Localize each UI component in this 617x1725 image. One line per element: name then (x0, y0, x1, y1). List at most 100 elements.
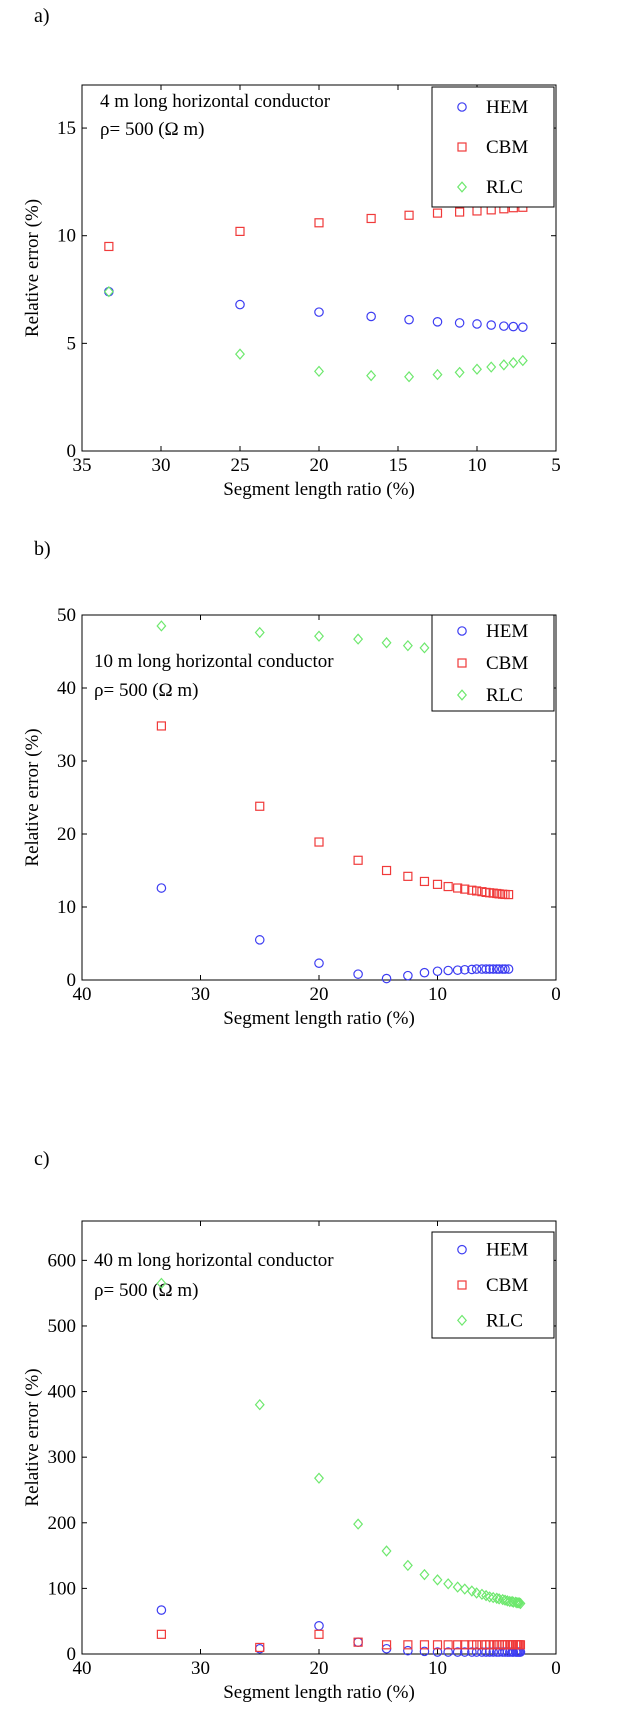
panel-b-legend-hem-marker (457, 626, 467, 636)
panel-a-cbm-point (432, 208, 443, 218)
panel-c-rlc-point (402, 1559, 413, 1572)
panel-c-rlc-point (156, 1277, 167, 1290)
panel-b-cbm-point (381, 865, 392, 876)
panel-c-cbm-point (255, 1642, 265, 1653)
panel-a-hem-point (508, 321, 519, 332)
panel-c-cbm-point (353, 1637, 363, 1647)
panel-c-legend-rlc-marker (457, 1314, 467, 1327)
panel-a-hem-point (454, 318, 465, 328)
panel-a-x-tick-label: 5 (551, 455, 561, 476)
panel-a-rlc-point (103, 285, 114, 298)
panel-b-x-tick-label: 0 (551, 984, 561, 1005)
panel-c-y-tick-label: 200 (48, 1513, 77, 1534)
panel-b-hem-point (488, 964, 498, 974)
panel-c-legend-cbm-label: CBM (486, 1275, 528, 1296)
panel-b-legend-rlc-label: RLC (486, 685, 523, 706)
panel-b-rlc-point (254, 626, 265, 639)
panel-b-y-tick-label: 20 (57, 824, 76, 845)
panel-b-hem-point (432, 966, 443, 977)
panel-a-y-axis-title: Relative error (%) (22, 199, 43, 337)
panel-c-y-tick-label: 400 (48, 1382, 77, 1403)
panel-a-hem-point (314, 307, 324, 317)
panel-c-rlc-point (314, 1472, 324, 1484)
panel-a-y-tick-label: 15 (57, 118, 76, 139)
panel-a-rlc-point (454, 366, 465, 379)
panel-b-hem-point (500, 964, 510, 974)
panel-a-legend-hem-label: HEM (486, 97, 528, 118)
panel-b-cbm-point (443, 881, 453, 892)
panel-b-cbm-point (453, 883, 463, 893)
panel-c-rlc-point (511, 1597, 522, 1609)
panel-b-cbm-point (255, 801, 265, 811)
panel-c-hem-point (452, 1647, 463, 1657)
panel-c-hem-point (156, 1605, 167, 1615)
panel-a-x-tick-label: 15 (389, 455, 408, 476)
panel-a-rlc-point (432, 368, 443, 381)
panel-c-rlc-point (353, 1518, 364, 1530)
panel-c-y-tick-label: 0 (67, 1644, 77, 1665)
panel-b-cbm-point (403, 871, 413, 881)
panel-a-cbm-point (404, 210, 414, 220)
panel-b-legend-rlc-marker (457, 689, 467, 701)
panel-a-hem-point (486, 320, 497, 330)
panel-c-y-tick-label: 600 (48, 1250, 77, 1271)
panel-a-annotation: ρ= 500 (Ω m) (100, 119, 205, 140)
panel-c-y-tick-label: 500 (48, 1316, 77, 1337)
panel-a-x-tick-label: 20 (310, 455, 329, 476)
panel-a-cbm-point (472, 206, 482, 216)
panel-b-y-tick-label: 40 (57, 678, 76, 699)
panel-c-x-tick-label: 10 (428, 1658, 447, 1679)
panel-c-hem-point (432, 1647, 443, 1657)
panel-b-hem-point (452, 965, 463, 975)
panel-b-x-tick-label: 40 (73, 984, 92, 1005)
panel-b-hem-point (467, 964, 477, 975)
panel-a-legend-box (431, 86, 555, 208)
panel-c-rlc-point (471, 1587, 482, 1599)
panel-a-hem-point (499, 321, 509, 331)
panel-a-hem-point (404, 314, 414, 325)
panel-c-rlc-point (459, 1583, 470, 1595)
panel-c-annotation: ρ= 500 (Ω m) (94, 1280, 199, 1301)
chart-panel-b: 40 30 20 10 0 0 10 20 30 40 50 Segment length ratio… (22, 605, 561, 1029)
panel-a-rlc-point (508, 357, 519, 369)
panel-b-rlc-point (353, 633, 364, 645)
panel-c-legend-cbm-marker (457, 1280, 467, 1290)
panel-b-rlc-point (314, 630, 324, 642)
panel-a-legend-rlc-label: RLC (486, 177, 523, 198)
panel-b-label: b) (34, 538, 51, 560)
panel-a-x-axis-title: Segment length ratio (%) (223, 479, 415, 500)
panel-c-rlc-point (491, 1592, 502, 1604)
panel-c-rlc-point (443, 1578, 454, 1590)
panel-b-rlc-point (156, 620, 167, 632)
panel-c-rlc-point (481, 1589, 492, 1602)
panel-b-legend-cbm-marker (457, 658, 467, 668)
panel-b-cbm-point (467, 885, 477, 895)
panel-b-hem-point (353, 969, 363, 979)
panel-c-x-axis-title: Segment length ratio (%) (223, 1682, 415, 1703)
panel-b-rlc-point (419, 642, 430, 654)
panel-b-annotation: 10 m long horizontal conductor (94, 651, 334, 672)
panel-c-x-tick-label: 40 (73, 1658, 92, 1679)
panel-a-cbm-point (455, 207, 465, 217)
panel-b-hem-point (477, 964, 487, 974)
panel-c-cbm-point (381, 1640, 392, 1650)
panel-b-x-tick-label: 10 (428, 984, 447, 1005)
panel-b-hem-point (459, 964, 470, 975)
panel-c-cbm-point (314, 1629, 324, 1639)
panel-a-legend-hem-marker (457, 102, 467, 112)
panel-c-cbm-point (472, 1640, 482, 1650)
panel-a-cbm-point (314, 218, 324, 228)
panel-b-hem-point (471, 964, 482, 974)
panel-b-hem-point (497, 964, 508, 974)
panel-a-rlc-point (404, 371, 415, 383)
panel-b-y-tick-label: 10 (57, 897, 76, 918)
panel-b-hem-point (494, 964, 504, 974)
panel-c-y-tick-label: 300 (48, 1447, 77, 1468)
panel-c-hem-point (403, 1645, 413, 1656)
panel-b-y-tick-label: 30 (57, 751, 76, 772)
panel-c-y-axis-title: Relative error (%) (22, 1368, 43, 1506)
panel-b-y-tick-label: 50 (57, 605, 76, 626)
panel-c-cbm-point (419, 1640, 430, 1650)
panel-b-hem-point (481, 964, 491, 974)
